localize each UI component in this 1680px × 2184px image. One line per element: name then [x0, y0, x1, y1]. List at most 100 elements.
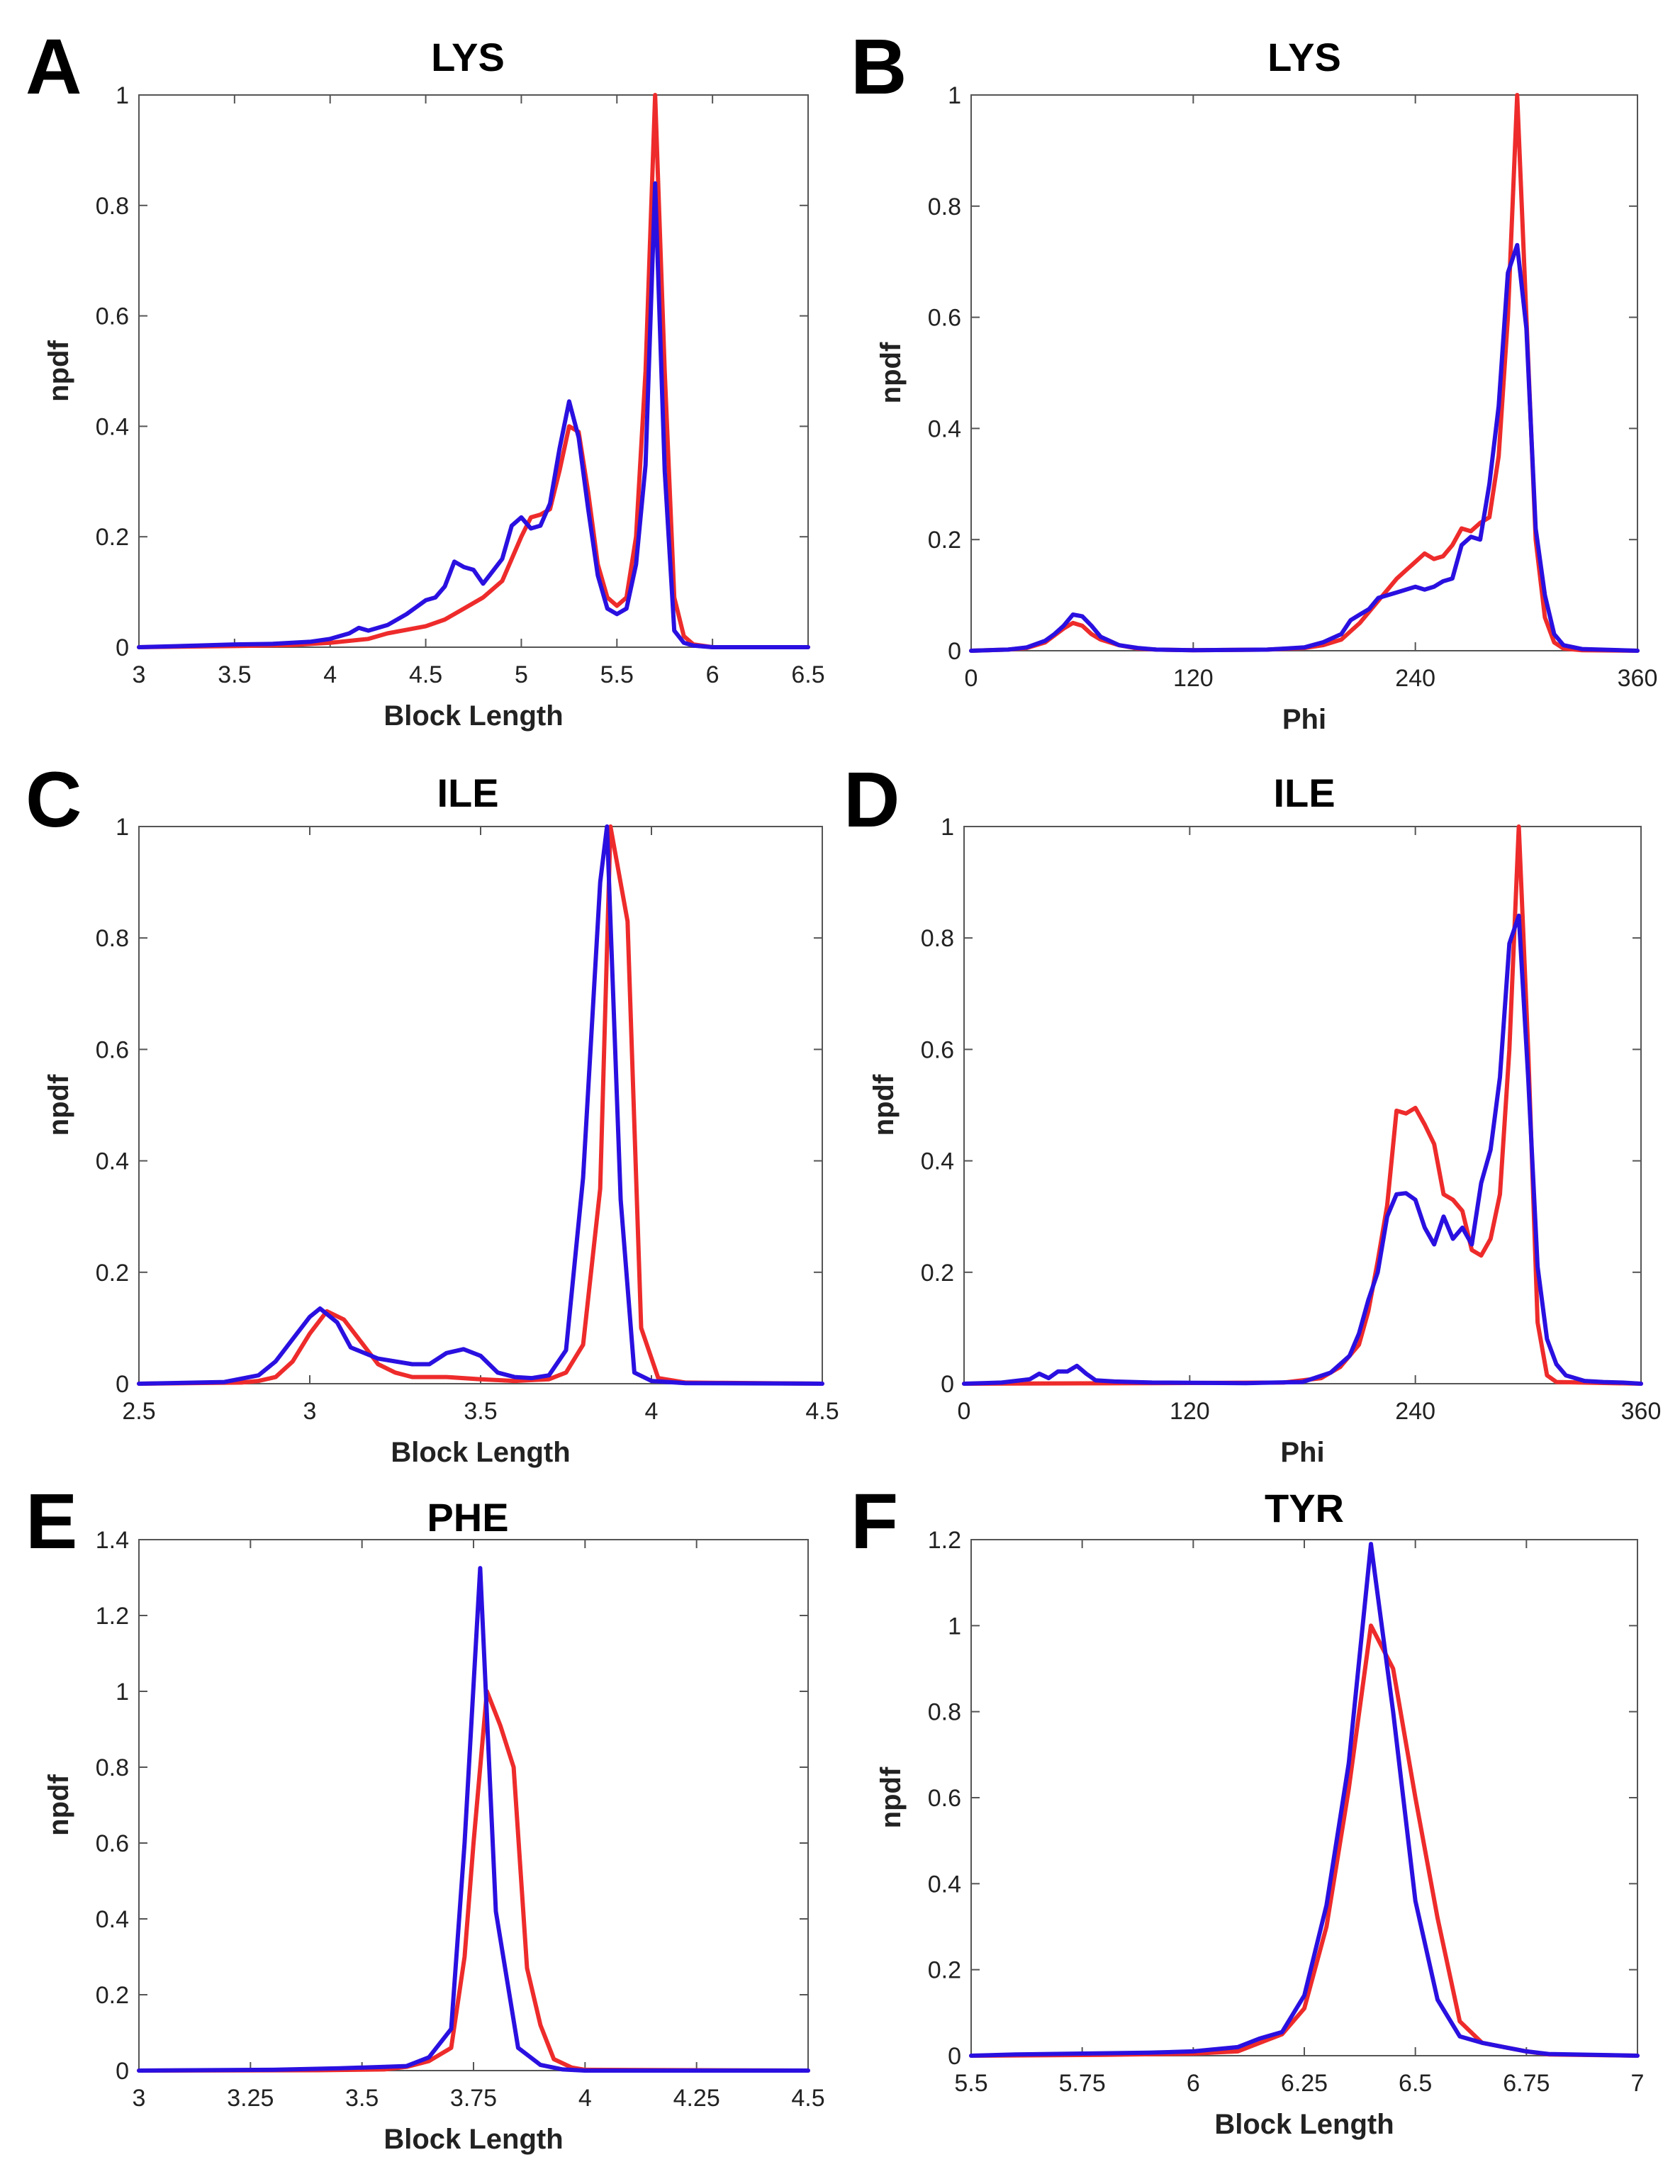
x-tick-label-c: 3	[303, 1398, 317, 1425]
y-tick-label-d: 0.2	[921, 1260, 954, 1287]
panel-b: B LYS 0 120 240 360 0 0.2 0.4 0.6 0.8 1 Phi npdf	[851, 23, 1657, 735]
x-tick-label-f: 7	[1631, 2070, 1645, 2097]
panel-title-a: LYS	[431, 35, 505, 79]
x-tick-label-e: 3.25	[227, 2085, 274, 2112]
x-axis-label-f: Block Length	[1214, 2109, 1394, 2140]
y-tick-label-e: 0.6	[96, 1830, 129, 1857]
x-tick-label-e: 3.75	[450, 2085, 497, 2112]
plot-frame-d	[963, 826, 1642, 1384]
x-tick-label-b: 360	[1618, 665, 1658, 692]
y-tick-label-f: 0.4	[928, 1871, 961, 1898]
series-line-red-a	[137, 93, 810, 649]
y-tick-label-a: 0	[116, 634, 129, 661]
x-tick-label-f: 6.25	[1281, 2070, 1328, 2097]
y-tick-label-e: 0.8	[96, 1754, 129, 1781]
x-tick-label-e: 4.25	[673, 2085, 720, 2112]
y-tick-label-f: 1	[948, 1613, 961, 1640]
x-axis-label-b: Phi	[1282, 704, 1326, 735]
panel-letter-c: C	[26, 756, 82, 844]
x-axis-label-c: Block Length	[391, 1437, 570, 1468]
x-tick-label-d: 0	[958, 1398, 971, 1425]
x-tick-label-c: 2.5	[122, 1398, 155, 1425]
panel-title-e: PHE	[427, 1495, 508, 1540]
x-tick-label-e: 4.5	[791, 2085, 824, 2112]
y-tick-label-f: 0.8	[928, 1699, 961, 1726]
x-tick-label-a: 3	[133, 661, 146, 688]
plot-frame-f	[970, 1539, 1638, 2056]
x-tick-label-a: 6	[706, 661, 719, 688]
y-axis-label-a: npdf	[43, 340, 74, 402]
x-tick-label-d: 360	[1621, 1398, 1662, 1425]
x-tick-label-b: 240	[1395, 665, 1435, 692]
x-tick-label-f: 6.5	[1399, 2070, 1432, 2097]
panel-title-d: ILE	[1273, 771, 1335, 815]
x-tick-label-e: 4	[578, 2085, 592, 2112]
x-tick-label-a: 3.5	[218, 661, 251, 688]
y-tick-label-b: 0.2	[928, 527, 961, 554]
y-tick-label-f: 1.2	[928, 1527, 961, 1554]
plot-frame-c	[138, 826, 823, 1384]
y-tick-label-b: 1	[948, 82, 961, 109]
y-tick-label-d: 1	[941, 814, 954, 841]
panel-a: A LYS 3 3.5 4 4.5 5 5.5 6 6.5 0 0.2 0.4 0.6 0.8 1 Block …	[26, 23, 825, 732]
x-tick-label-a: 6.5	[791, 661, 824, 688]
x-tick-label-c: 4.5	[805, 1398, 839, 1425]
panel-f: F TYR 5.5 5.75 6 6.25 6.5 6.75 7 0 0.2 0.4 0.6 0.8 1 1.…	[851, 1478, 1644, 2140]
series-line-blue-e	[137, 1566, 810, 2073]
y-tick-label-e: 0.2	[96, 1982, 129, 2009]
x-tick-label-d: 120	[1170, 1398, 1210, 1425]
y-tick-label-f: 0	[948, 2043, 961, 2070]
series-line-blue-f	[969, 1542, 1640, 2058]
x-tick-label-f: 6.75	[1503, 2070, 1550, 2097]
panel-d: D ILE 0 120 240 360 0 0.2 0.4 0.6 0.8 1 Phi npdf	[844, 756, 1661, 1468]
x-axis-label-a: Block Length	[383, 700, 563, 732]
y-tick-label-f: 0.2	[928, 1957, 961, 1984]
series-line-blue-b	[969, 242, 1640, 653]
x-tick-label-a: 5.5	[600, 661, 634, 688]
y-tick-label-b: 0.6	[928, 305, 961, 332]
x-tick-label-f: 5.5	[954, 2070, 987, 2097]
y-axis-label-f: npdf	[875, 1766, 907, 1828]
y-tick-label-b: 0	[948, 638, 961, 665]
series-line-blue-d	[962, 913, 1643, 1386]
panel-title-b: LYS	[1267, 35, 1341, 79]
y-tick-label-e: 1	[116, 1679, 129, 1706]
y-tick-label-c: 0	[116, 1371, 129, 1398]
x-tick-label-c: 3.5	[464, 1398, 497, 1425]
x-tick-label-d: 240	[1395, 1398, 1435, 1425]
panel-e: E PHE 3 3.25 3.5 3.75 4 4.25 4.5 0 0.2 0.4 0.6 0.8 1 1.…	[26, 1478, 825, 2155]
panel-c: C ILE 2.5 3 3.5 4 4.5 0 0.2 0.4 0.6 0.8 1 Block Lengt…	[26, 756, 839, 1468]
panel-title-c: ILE	[437, 771, 498, 815]
y-tick-label-e: 1.4	[96, 1527, 129, 1554]
y-axis-label-d: npdf	[868, 1074, 900, 1136]
panel-title-f: TYR	[1265, 1486, 1344, 1530]
x-tick-label-a: 4	[323, 661, 337, 688]
y-tick-label-c: 1	[116, 814, 129, 841]
y-tick-label-a: 0.4	[96, 413, 129, 440]
series-line-blue-a	[137, 181, 810, 649]
y-tick-label-e: 1.2	[96, 1603, 129, 1630]
y-tick-label-c: 0.2	[96, 1260, 129, 1287]
x-tick-label-a: 4.5	[409, 661, 442, 688]
y-axis-label-b: npdf	[875, 342, 907, 403]
plot-frame-e	[138, 1539, 809, 2071]
panel-letter-a: A	[26, 23, 82, 111]
y-tick-label-a: 0.6	[96, 303, 129, 330]
y-tick-label-c: 0.6	[96, 1036, 129, 1063]
y-tick-label-c: 0.8	[96, 925, 129, 952]
x-tick-label-f: 5.75	[1059, 2070, 1106, 2097]
x-tick-label-e: 3	[133, 2085, 146, 2112]
y-tick-label-a: 0.8	[96, 193, 129, 220]
x-tick-label-e: 3.5	[345, 2085, 379, 2112]
plot-frame-a	[138, 94, 809, 648]
y-tick-label-a: 0.2	[96, 524, 129, 551]
y-axis-label-c: npdf	[43, 1074, 74, 1136]
y-tick-label-d: 0.4	[921, 1148, 954, 1175]
y-tick-label-e: 0	[116, 2058, 129, 2085]
y-tick-label-e: 0.4	[96, 1906, 129, 1933]
panel-letter-d: D	[844, 756, 900, 844]
panel-letter-f: F	[851, 1478, 898, 1565]
y-tick-label-b: 0.4	[928, 415, 961, 442]
series-line-blue-c	[137, 824, 824, 1386]
